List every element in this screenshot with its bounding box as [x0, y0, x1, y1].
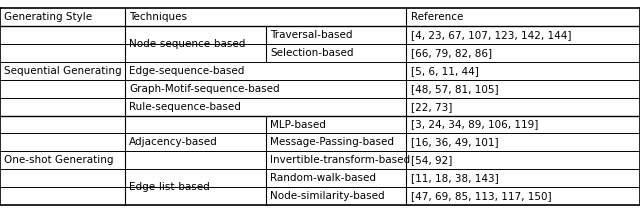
Text: Sequential Generating: Sequential Generating: [4, 66, 122, 76]
Text: Reference: Reference: [411, 12, 463, 22]
Text: MLP-based: MLP-based: [270, 120, 326, 130]
Text: Generating Style: Generating Style: [4, 12, 93, 22]
Text: Node-sequence-based: Node-sequence-based: [129, 39, 246, 49]
Text: [47, 69, 85, 113, 117, 150]: [47, 69, 85, 113, 117, 150]: [411, 191, 552, 201]
Text: Rule-sequence-based: Rule-sequence-based: [129, 102, 241, 112]
Text: Message-Passing-based: Message-Passing-based: [270, 137, 394, 147]
Text: [48, 57, 81, 105]: [48, 57, 81, 105]: [411, 84, 499, 94]
Text: [3, 24, 34, 89, 106, 119]: [3, 24, 34, 89, 106, 119]: [411, 120, 538, 130]
Text: One-shot Generating: One-shot Generating: [4, 155, 114, 165]
Text: Random-walk-based: Random-walk-based: [270, 173, 376, 183]
Text: [22, 73]: [22, 73]: [411, 102, 452, 112]
Text: Traversal-based: Traversal-based: [270, 30, 353, 40]
Text: Techniques: Techniques: [129, 12, 188, 22]
Text: Node-similarity-based: Node-similarity-based: [270, 191, 385, 201]
Text: [54, 92]: [54, 92]: [411, 155, 452, 165]
Text: [66, 79, 82, 86]: [66, 79, 82, 86]: [411, 48, 492, 58]
Text: [16, 36, 49, 101]: [16, 36, 49, 101]: [411, 137, 499, 147]
Text: [5, 6, 11, 44]: [5, 6, 11, 44]: [411, 66, 479, 76]
Text: Edge-sequence-based: Edge-sequence-based: [129, 66, 244, 76]
Text: [4, 23, 67, 107, 123, 142, 144]: [4, 23, 67, 107, 123, 142, 144]: [411, 30, 572, 40]
Text: Selection-based: Selection-based: [270, 48, 353, 58]
Text: [11, 18, 38, 143]: [11, 18, 38, 143]: [411, 173, 499, 183]
Text: Invertible-transform-based: Invertible-transform-based: [270, 155, 410, 165]
Text: Graph-Motif-sequence-based: Graph-Motif-sequence-based: [129, 84, 280, 94]
Text: Edge-list-based: Edge-list-based: [129, 182, 210, 192]
Text: Adjacency-based: Adjacency-based: [129, 137, 218, 147]
